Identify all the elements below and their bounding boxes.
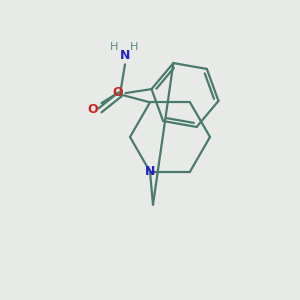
- Text: N: N: [120, 49, 130, 62]
- Text: H: H: [110, 42, 118, 52]
- Text: N: N: [145, 165, 155, 178]
- Text: O: O: [88, 103, 98, 116]
- Text: O: O: [112, 85, 123, 99]
- Text: H: H: [130, 42, 138, 52]
